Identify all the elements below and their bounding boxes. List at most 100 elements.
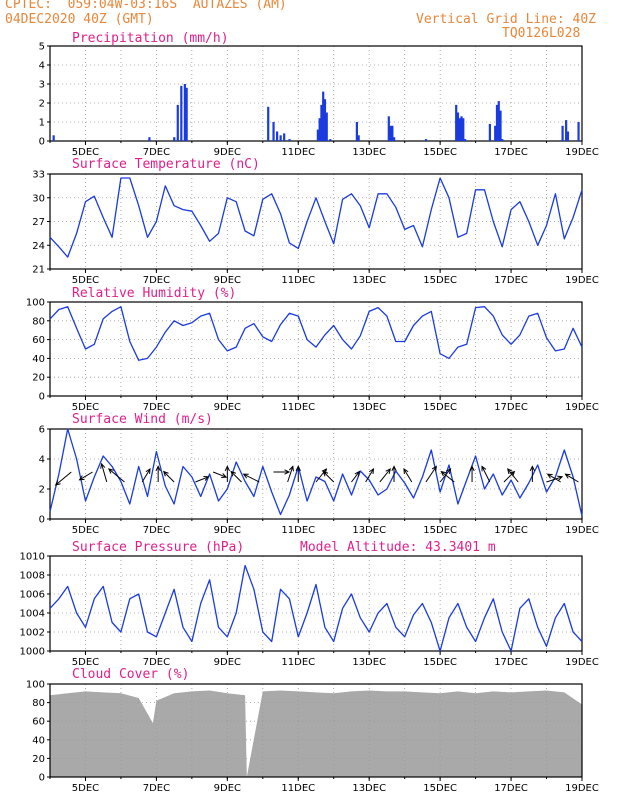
y-tick-label: 40 (32, 735, 45, 746)
precip-bar (458, 118, 461, 141)
wind-arrow-shaft (101, 463, 108, 483)
wind-arrow-head (145, 468, 151, 475)
wind-arrow-shaft (403, 468, 413, 483)
wind-arrow-shaft (425, 466, 437, 483)
precip-bar (320, 104, 323, 141)
wind-arrow-head (322, 470, 329, 477)
wind-arrow-head (100, 462, 106, 469)
x-tick-label: 17DEC (494, 147, 528, 158)
wind-arrow-head (155, 465, 161, 472)
wind-arrow-head (529, 465, 535, 472)
wind-arrow-shaft (365, 468, 374, 483)
wind-arrow-head (162, 470, 169, 477)
x-tick-label: 9DEC (214, 525, 241, 536)
series-line-temperature (49, 177, 583, 258)
precip-bar (488, 123, 491, 141)
wind-arrow-head (481, 465, 487, 472)
precip-bar (279, 135, 282, 141)
precip-bar (455, 104, 458, 141)
y-tick-label: 1010 (20, 552, 45, 563)
wind-arrow-head (242, 473, 249, 479)
x-tick-label: 15DEC (423, 783, 457, 794)
cloud-cover-area (50, 690, 582, 777)
precip-bar (323, 99, 327, 141)
wind-arrow-head (557, 475, 564, 481)
wind-arrow-head (78, 475, 85, 481)
x-tick-label: 11DEC (281, 525, 315, 536)
wind-arrow-shaft (441, 471, 455, 483)
x-tick-label: 9DEC (214, 402, 241, 413)
y-tick-label: 2 (39, 99, 45, 110)
precip-bar (389, 125, 392, 141)
series-line-pressure (49, 564, 583, 652)
y-tick-label: 2 (39, 485, 45, 496)
precip-bar (577, 122, 580, 141)
precip-bar (355, 122, 358, 141)
wind-arrow-shaft (351, 471, 360, 483)
x-tick-label: 13DEC (352, 657, 386, 668)
wind-arrow-head (284, 469, 291, 475)
panel-frame-pressure (49, 555, 583, 652)
wind-arrow-head (288, 465, 294, 472)
precip-bar (267, 106, 270, 141)
wind-arrow-shaft (108, 468, 125, 483)
precip-bar (561, 125, 564, 141)
x-tick-label: 7DEC (143, 402, 170, 413)
x-tick-label: 5DEC (72, 525, 99, 536)
precip-bar (462, 118, 465, 141)
panel-title-pressure: Surface Pressure (hPa) (72, 540, 244, 555)
precip-bar (185, 87, 188, 141)
precip-bar (499, 110, 502, 141)
panel-title-wind: Surface Wind (m/s) (72, 412, 213, 427)
y-tick-label: 40 (32, 354, 45, 365)
x-tick-label: 13DEC (352, 525, 386, 536)
y-tick-label: 0 (39, 773, 45, 784)
wind-arrow-head (403, 468, 409, 475)
panel-frame-wind (49, 428, 583, 520)
x-tick-label: 9DEC (214, 783, 241, 794)
y-tick-label: 33 (32, 170, 45, 181)
y-tick-label: 6 (39, 425, 45, 436)
y-tick-label: 1004 (20, 609, 45, 620)
wind-arrow-shaft (546, 476, 563, 483)
wind-arrow-head (564, 473, 571, 479)
wind-arrow-head (469, 465, 475, 472)
x-tick-label: 7DEC (143, 657, 170, 668)
x-tick-label: 19DEC (565, 275, 599, 286)
y-tick-label: 27 (32, 217, 45, 228)
y-tick-label: 100 (26, 298, 45, 309)
panel-title-precipitation: Precipitation (mm/h) (72, 31, 229, 46)
precip-bar (325, 112, 328, 141)
precip-bar (501, 139, 504, 141)
panel-title-temperature: Surface Temperature (nC) (72, 157, 260, 172)
wind-arrow-shaft (141, 468, 151, 483)
precip-bar (173, 137, 176, 141)
precip-bar (460, 116, 463, 141)
x-tick-label: 19DEC (565, 783, 599, 794)
precip-bar (357, 135, 360, 141)
wind-arrow-head (391, 465, 397, 472)
panel-frame-cloud-cover (49, 683, 583, 778)
wind-arrow-shaft (55, 471, 72, 486)
precip-bar (322, 91, 325, 141)
wind-arrow-shaft (322, 471, 335, 483)
x-tick-label: 13DEC (352, 783, 386, 794)
x-tick-label: 11DEC (281, 147, 315, 158)
precip-bar (424, 139, 428, 141)
wind-arrow-head (368, 468, 375, 475)
wind-arrow-shaft (507, 468, 519, 483)
y-tick-label: 5 (39, 42, 45, 53)
x-tick-label: 19DEC (565, 657, 599, 668)
precip-bar (387, 116, 390, 141)
wind-arrow-shaft (503, 471, 515, 483)
wind-arrow-shaft (163, 471, 175, 483)
panel-title-cloud-cover: Cloud Cover (%) (72, 667, 189, 682)
wind-arrow-head (431, 465, 437, 472)
y-tick-label: 80 (32, 316, 45, 327)
x-tick-label: 19DEC (565, 402, 599, 413)
header-station: CPTEC: 059:04W-03:16S AUTAZES (AM) (5, 0, 287, 12)
x-tick-label: 15DEC (423, 402, 457, 413)
y-tick-label: 20 (32, 754, 45, 765)
wind-arrow-shaft (379, 468, 391, 483)
